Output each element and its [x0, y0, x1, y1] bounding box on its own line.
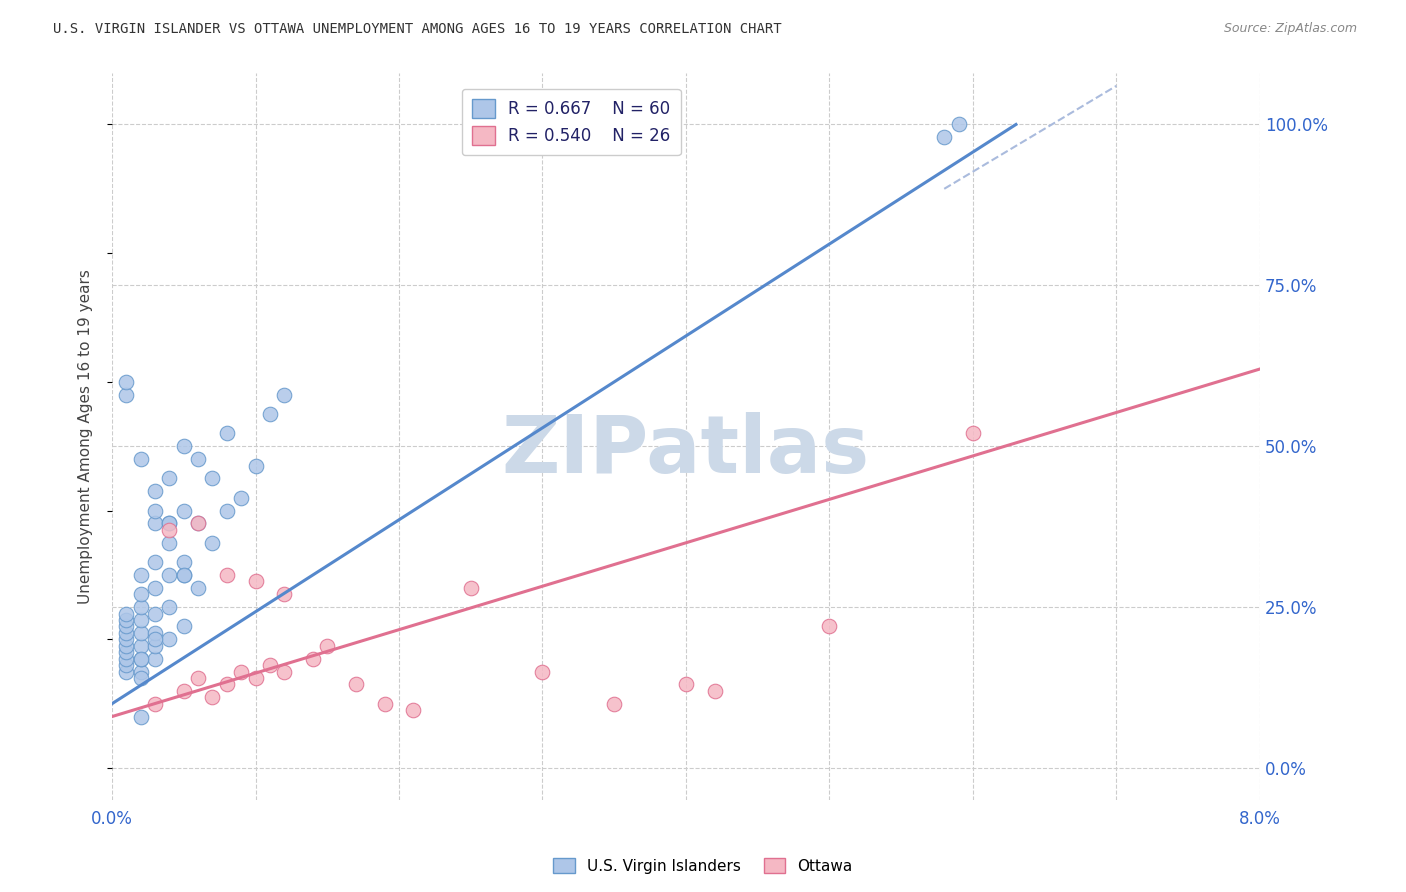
Legend: U.S. Virgin Islanders, Ottawa: U.S. Virgin Islanders, Ottawa — [547, 852, 859, 880]
Point — [143, 626, 166, 640]
Point — [273, 388, 295, 402]
Point — [173, 619, 195, 633]
Point — [129, 665, 152, 679]
Point — [143, 484, 166, 499]
Point — [531, 665, 554, 679]
Point — [115, 613, 138, 627]
Point — [129, 600, 152, 615]
Point — [157, 516, 180, 531]
Point — [157, 600, 180, 615]
Point — [201, 536, 224, 550]
Point — [201, 471, 224, 485]
Point — [603, 697, 626, 711]
Point — [215, 568, 238, 582]
Point — [143, 555, 166, 569]
Text: ZIPatlas: ZIPatlas — [502, 412, 870, 490]
Point — [273, 587, 295, 601]
Point — [143, 607, 166, 621]
Point — [115, 626, 138, 640]
Point — [129, 709, 152, 723]
Point — [302, 651, 325, 665]
Point — [115, 645, 138, 659]
Point — [187, 516, 209, 531]
Point — [259, 407, 281, 421]
Point — [115, 651, 138, 665]
Point — [143, 651, 166, 665]
Point — [675, 677, 697, 691]
Point — [129, 651, 152, 665]
Point — [129, 452, 152, 467]
Point — [173, 683, 195, 698]
Text: U.S. VIRGIN ISLANDER VS OTTAWA UNEMPLOYMENT AMONG AGES 16 TO 19 YEARS CORRELATIO: U.S. VIRGIN ISLANDER VS OTTAWA UNEMPLOYM… — [53, 22, 782, 37]
Point — [115, 632, 138, 647]
Point — [215, 503, 238, 517]
Point — [115, 619, 138, 633]
Point — [173, 503, 195, 517]
Point — [129, 651, 152, 665]
Point — [129, 639, 152, 653]
Point — [115, 639, 138, 653]
Point — [157, 632, 180, 647]
Point — [460, 581, 482, 595]
Point — [948, 118, 970, 132]
Point — [143, 632, 166, 647]
Point — [115, 658, 138, 673]
Point — [115, 375, 138, 389]
Point — [245, 574, 267, 589]
Point — [173, 555, 195, 569]
Point — [818, 619, 841, 633]
Point — [173, 568, 195, 582]
Point — [115, 607, 138, 621]
Point — [231, 665, 253, 679]
Point — [143, 503, 166, 517]
Point — [187, 516, 209, 531]
Point — [215, 426, 238, 441]
Point — [129, 626, 152, 640]
Point — [201, 690, 224, 705]
Point — [344, 677, 367, 691]
Point — [143, 697, 166, 711]
Point — [129, 613, 152, 627]
Point — [129, 671, 152, 685]
Point — [374, 697, 396, 711]
Point — [157, 471, 180, 485]
Text: Source: ZipAtlas.com: Source: ZipAtlas.com — [1223, 22, 1357, 36]
Point — [245, 671, 267, 685]
Point — [157, 536, 180, 550]
Point — [187, 581, 209, 595]
Point — [962, 426, 984, 441]
Point — [273, 665, 295, 679]
Point — [259, 658, 281, 673]
Y-axis label: Unemployment Among Ages 16 to 19 years: Unemployment Among Ages 16 to 19 years — [79, 269, 93, 604]
Point — [934, 130, 956, 145]
Point — [115, 388, 138, 402]
Point — [143, 639, 166, 653]
Point — [316, 639, 339, 653]
Point — [143, 516, 166, 531]
Point — [215, 677, 238, 691]
Point — [157, 516, 180, 531]
Point — [157, 523, 180, 537]
Point — [157, 568, 180, 582]
Legend: R = 0.667    N = 60, R = 0.540    N = 26: R = 0.667 N = 60, R = 0.540 N = 26 — [461, 88, 681, 155]
Point — [129, 587, 152, 601]
Point — [402, 703, 425, 717]
Point — [187, 671, 209, 685]
Point — [173, 568, 195, 582]
Point — [187, 452, 209, 467]
Point — [129, 568, 152, 582]
Point — [173, 439, 195, 453]
Point — [115, 665, 138, 679]
Point — [703, 683, 725, 698]
Point — [143, 581, 166, 595]
Point — [245, 458, 267, 473]
Point — [231, 491, 253, 505]
